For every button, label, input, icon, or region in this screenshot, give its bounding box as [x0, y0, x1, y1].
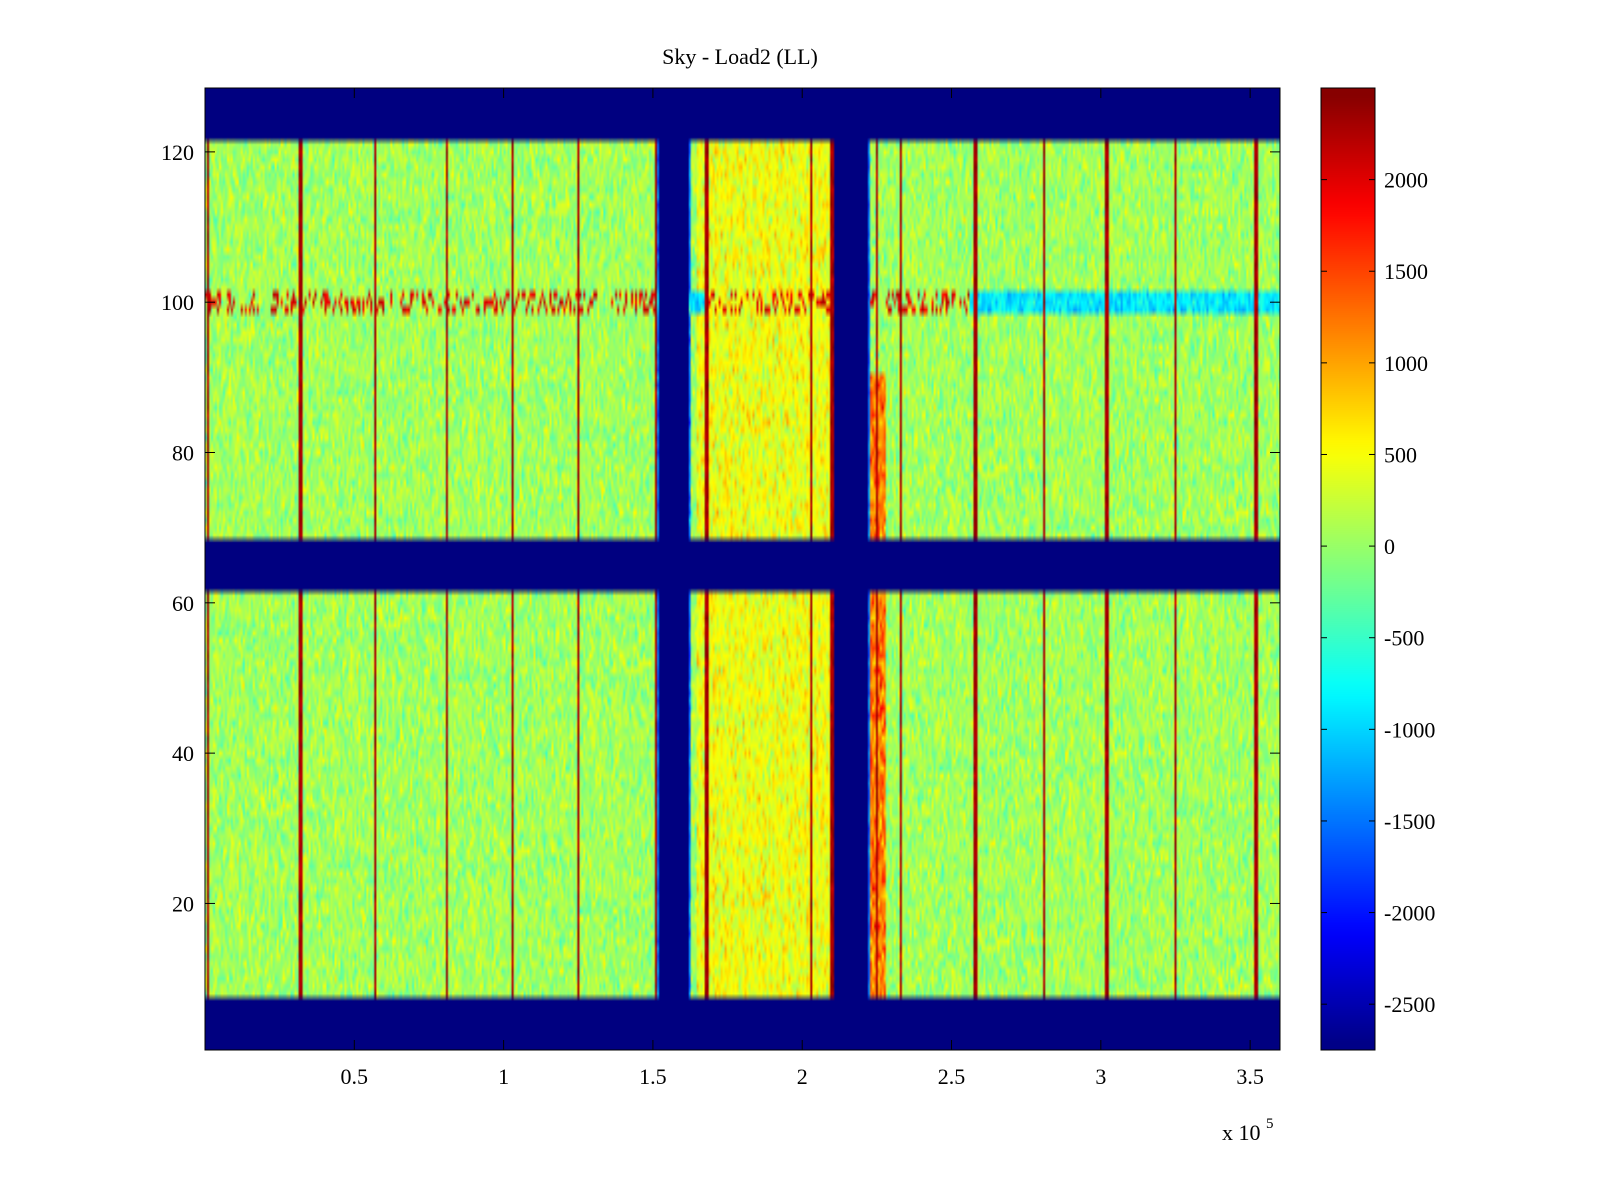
colorbar-ticks: 2000 1500 1000 500 0 -500 -1000 -1500 -2000 -2500 — [1321, 168, 1435, 1017]
colorbar-tick-label: -500 — [1384, 626, 1424, 651]
heatmap-image — [205, 88, 1280, 1050]
colorbar-tick-label: 500 — [1384, 442, 1417, 467]
colorbar-tick-label: 1000 — [1384, 351, 1428, 376]
colorbar-box — [1320, 87, 1376, 1051]
x-tick-label: 2 — [797, 1064, 808, 1089]
colorbar-tick-label: 2000 — [1384, 168, 1428, 193]
colorbar-tick-label: -1500 — [1384, 809, 1435, 834]
x-tick-label: 0.5 — [341, 1064, 369, 1089]
y-tick-label: 120 — [161, 140, 194, 165]
y-tick-label: 80 — [172, 441, 194, 466]
colorbar-gradient — [1321, 88, 1375, 1050]
axes-box — [204, 87, 1281, 1051]
x-axis-exponent: x 10 5 — [1222, 1116, 1274, 1145]
y-tick-label: 100 — [161, 290, 194, 315]
x-axis-exponent-power: 5 — [1266, 1116, 1274, 1132]
y-tick-label: 60 — [172, 591, 194, 616]
chart-title: Sky - Load2 (LL) — [662, 44, 818, 69]
x-tick-label: 1.5 — [639, 1064, 667, 1089]
y-tick-label: 20 — [172, 891, 194, 916]
heatmap-plot-area — [204, 87, 1281, 1051]
x-axis-exponent-base: x 10 — [1222, 1120, 1261, 1145]
x-axis-ticks: 0.5 1 1.5 2 2.5 3 3.5 — [341, 88, 1264, 1089]
y-axis-ticks: 20 40 60 80 100 120 — [161, 140, 1280, 916]
x-tick-label: 2.5 — [938, 1064, 966, 1089]
colorbar-tick-label: -1000 — [1384, 717, 1435, 742]
colorbar-tick-label: 1500 — [1384, 259, 1428, 284]
colorbar: 2000 1500 1000 500 0 -500 -1000 -1500 -2000 -2500 — [1320, 87, 1435, 1051]
x-tick-label: 3.5 — [1236, 1064, 1264, 1089]
x-tick-label: 3 — [1095, 1064, 1106, 1089]
x-tick-label: 1 — [498, 1064, 509, 1089]
colorbar-tick-label: -2000 — [1384, 901, 1435, 926]
colorbar-tick-label: 0 — [1384, 534, 1395, 559]
y-tick-label: 40 — [172, 741, 194, 766]
colorbar-tick-label: -2500 — [1384, 992, 1435, 1017]
